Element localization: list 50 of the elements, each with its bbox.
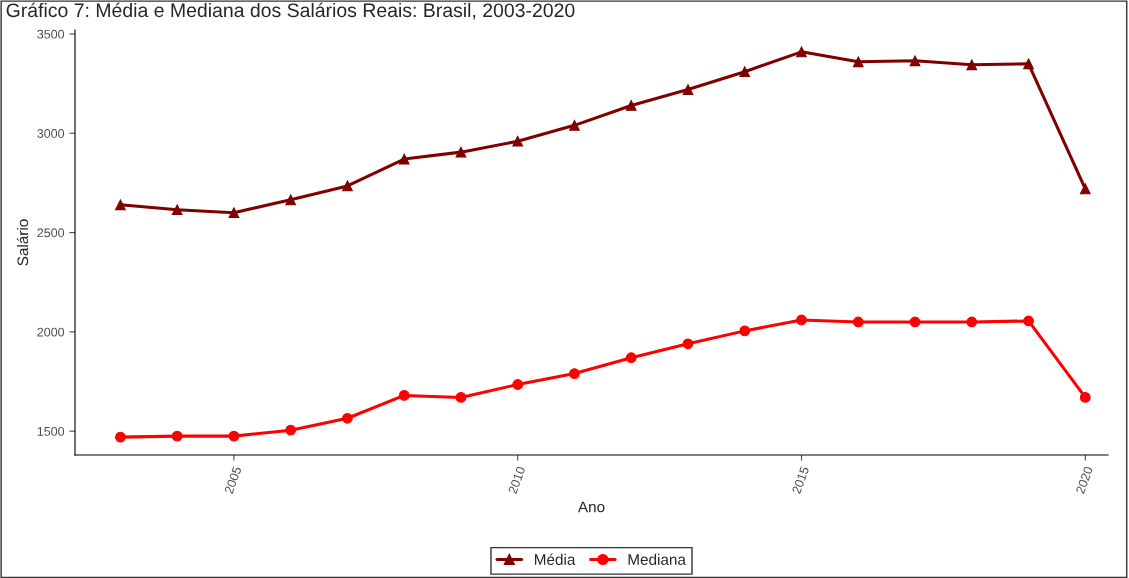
point <box>966 59 978 71</box>
chart-title: Gráfico 7: Média e Mediana dos Salários Reais: Brasil, 2003-2020 <box>6 2 575 20</box>
x-tick-label: 2020 <box>1075 465 1094 495</box>
point <box>455 392 467 403</box>
point <box>1079 392 1091 403</box>
point <box>1023 58 1034 70</box>
point <box>228 207 240 219</box>
point <box>739 66 751 78</box>
point <box>569 368 580 379</box>
y-tick-label: 1500 <box>37 426 65 436</box>
point <box>171 204 183 216</box>
point <box>1023 315 1034 327</box>
point <box>966 316 978 328</box>
point <box>569 119 580 131</box>
y-tick-label: 3000 <box>37 129 65 138</box>
point <box>682 338 694 350</box>
point <box>1079 183 1091 195</box>
legend-label: Mediana <box>628 553 686 565</box>
point <box>285 194 297 206</box>
x-tick-label: 2010 <box>508 465 526 495</box>
point <box>342 412 353 424</box>
point <box>909 55 921 67</box>
point <box>852 56 864 68</box>
point <box>285 424 297 436</box>
point <box>398 153 410 165</box>
legend-label: Média <box>535 553 576 565</box>
point <box>115 199 126 211</box>
point <box>909 316 921 328</box>
y-tick-label: 3500 <box>37 29 65 39</box>
point <box>171 430 183 442</box>
point <box>625 352 637 364</box>
point <box>625 100 637 111</box>
point <box>398 390 410 401</box>
point <box>682 84 694 95</box>
x-tick-label: 2005 <box>224 466 242 495</box>
point <box>228 430 240 442</box>
point <box>512 135 524 147</box>
y-tick-label: 2000 <box>37 327 65 337</box>
point <box>342 180 353 192</box>
point <box>852 316 864 328</box>
y-tick-label: 2500 <box>37 228 65 238</box>
y-axis-title: Salário <box>16 219 29 266</box>
point <box>115 431 126 443</box>
point <box>455 146 467 158</box>
point <box>796 46 807 58</box>
point <box>739 325 751 337</box>
point <box>512 379 524 390</box>
x-tick-label: 2015 <box>791 466 810 495</box>
x-axis-title: Ano <box>577 501 605 513</box>
point <box>796 314 807 326</box>
